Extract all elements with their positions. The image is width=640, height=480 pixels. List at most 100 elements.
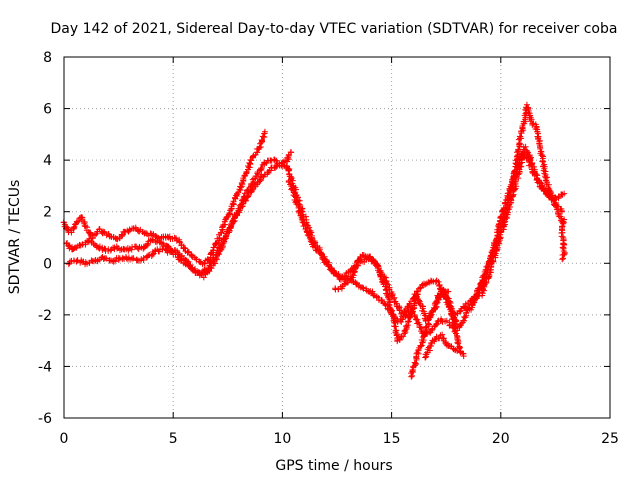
data-point: [200, 274, 207, 281]
data-point: [205, 265, 212, 272]
series-arc-7: [408, 286, 467, 380]
x-tick-label: 5: [169, 431, 178, 447]
x-tick-label: 0: [60, 431, 69, 447]
data-point: [207, 250, 214, 257]
data-point: [390, 295, 397, 302]
data-point: [216, 234, 223, 241]
data-points: [60, 101, 568, 380]
data-point: [450, 316, 457, 323]
data-point: [408, 310, 415, 317]
grid-lines: [64, 57, 610, 418]
data-point: [459, 350, 466, 357]
data-point: [561, 216, 568, 223]
data-point: [201, 260, 208, 267]
data-point: [431, 337, 438, 344]
data-point: [74, 219, 81, 226]
data-point: [383, 286, 390, 293]
data-point: [488, 253, 495, 260]
data-point: [70, 224, 77, 231]
data-point: [276, 160, 283, 167]
data-point: [335, 272, 342, 279]
data-point: [492, 243, 499, 250]
data-point: [101, 229, 108, 236]
data-point: [454, 347, 461, 354]
data-point: [64, 226, 71, 233]
series-arc-11: [466, 101, 565, 313]
data-point: [427, 277, 434, 284]
data-point: [218, 230, 225, 237]
data-point: [159, 240, 166, 247]
data-point: [560, 255, 567, 262]
data-point: [249, 176, 256, 183]
data-point: [270, 156, 277, 163]
data-point: [532, 172, 539, 179]
data-point: [181, 245, 188, 252]
data-point: [406, 315, 413, 322]
data-point: [304, 229, 311, 236]
data-point: [100, 228, 107, 235]
data-point: [302, 222, 309, 229]
y-axis-label: SDTVAR / TECUs: [7, 180, 23, 295]
series-arc-4: [283, 162, 461, 340]
data-point: [504, 196, 511, 203]
data-point: [294, 201, 301, 208]
data-point: [454, 339, 461, 346]
data-point: [539, 158, 546, 165]
data-point: [541, 170, 548, 177]
data-point: [65, 242, 72, 249]
y-tick-label: -6: [38, 411, 52, 427]
y-tick-label: -4: [38, 359, 52, 375]
y-tick-label: 8: [43, 50, 52, 66]
plot-frame: [63, 56, 611, 419]
data-point: [145, 252, 152, 259]
data-point: [102, 255, 109, 262]
x-tick-label: 25: [601, 431, 619, 447]
data-point: [497, 229, 504, 236]
data-point: [478, 279, 485, 286]
data-point: [210, 244, 217, 251]
data-point: [527, 161, 534, 168]
data-point: [400, 333, 407, 340]
data-point: [561, 190, 568, 197]
data-point: [522, 143, 529, 150]
data-point: [498, 222, 505, 229]
data-point: [258, 137, 265, 144]
data-point: [355, 257, 362, 264]
data-point: [405, 318, 412, 325]
y-tick-label: 0: [43, 256, 52, 272]
y-tick-label: 4: [43, 153, 52, 169]
data-point: [233, 190, 240, 197]
data-point: [461, 304, 468, 311]
chart-title: Day 142 of 2021, Sidereal Day-to-day VTE…: [51, 21, 618, 37]
data-point: [149, 236, 156, 243]
data-point: [256, 144, 263, 151]
data-point: [96, 245, 103, 252]
data-point: [330, 269, 337, 276]
data-point: [65, 261, 72, 268]
data-point: [293, 200, 300, 207]
series-arc-3: [65, 149, 295, 276]
data-point: [537, 179, 544, 186]
series-arc-1: [60, 128, 268, 268]
data-point: [370, 258, 377, 265]
series-arc-9: [451, 143, 565, 318]
data-point: [517, 141, 524, 148]
data-point: [75, 218, 82, 225]
data-point: [539, 152, 546, 159]
data-point: [517, 133, 524, 140]
data-point: [73, 258, 80, 265]
data-point: [335, 273, 342, 280]
data-point: [258, 165, 265, 172]
data-point: [140, 257, 147, 264]
axis-ticks: 0 5 10 15 20 25 -6 -4 -2 0 2 4 6 8: [38, 50, 619, 447]
y-tick-label: 6: [43, 102, 52, 118]
data-point: [188, 252, 195, 259]
data-point: [378, 273, 385, 280]
data-point: [500, 214, 507, 221]
data-point: [412, 360, 419, 367]
data-point: [226, 210, 233, 217]
data-point: [257, 174, 264, 181]
data-point: [226, 228, 233, 235]
data-point: [414, 288, 421, 295]
